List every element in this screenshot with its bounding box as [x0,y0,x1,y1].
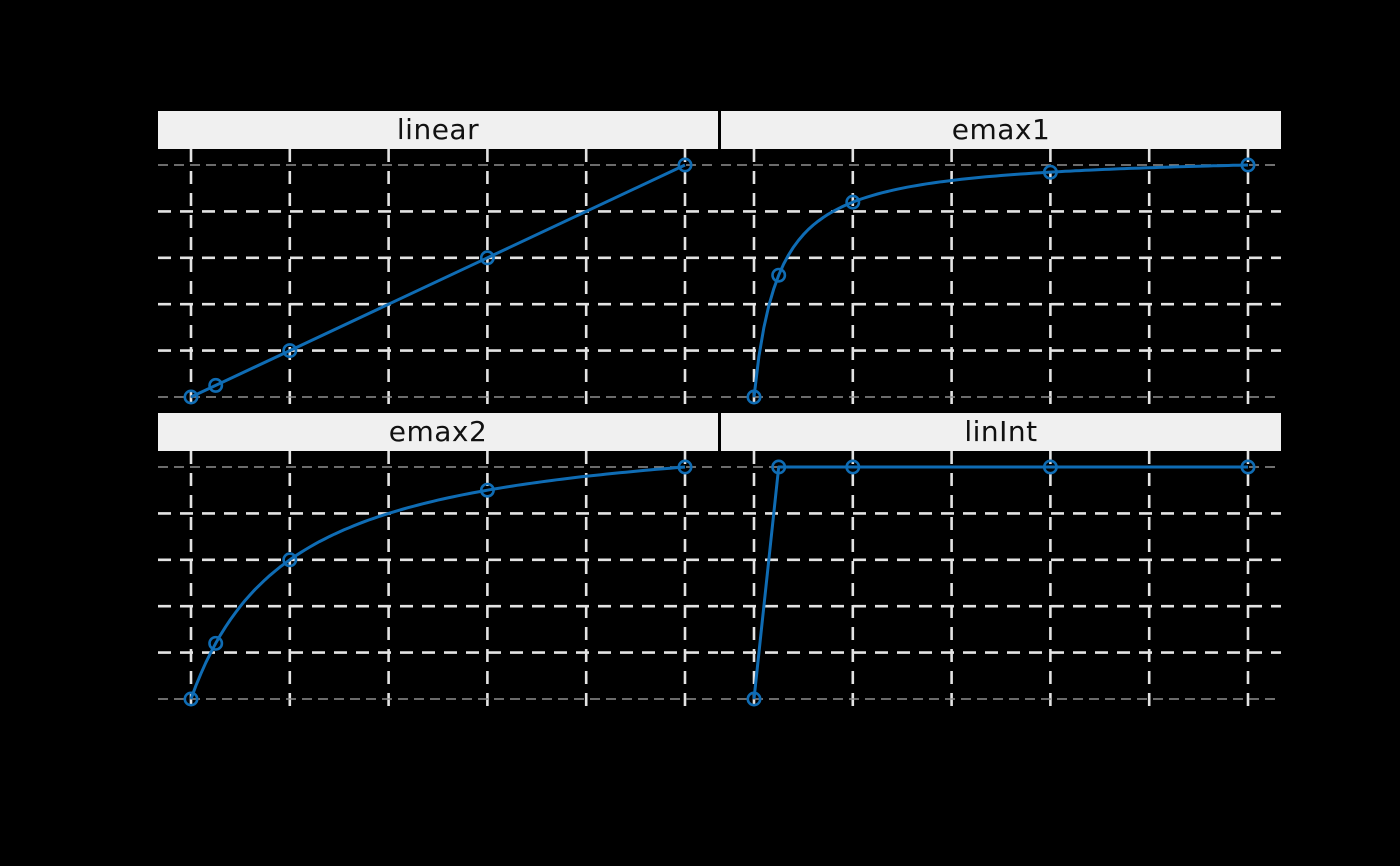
series-line [190,163,686,399]
panel-title-linInt: linInt [964,415,1038,448]
series-line [189,465,686,700]
panel-emax1: emax1 [721,111,1281,413]
data-point-marker [479,482,495,498]
panel-emax2: emax2 [158,413,718,715]
panel-plot-emax1 [721,149,1281,413]
panel-plot-linear [158,149,718,413]
data-point-marker [479,250,495,266]
data-point-marker [746,691,762,707]
panel-plot-emax2 [158,451,718,715]
data-point-marker [771,267,787,283]
panel-plot-linInt [721,451,1281,715]
data-point-marker [1240,459,1256,475]
data-point-marker [282,343,298,359]
data-point-marker [1240,157,1256,173]
data-point-marker [282,552,298,568]
data-point-marker [845,459,861,475]
panel-title-emax1: emax1 [951,113,1051,146]
panel-strip-emax2: emax2 [158,413,718,451]
data-point-marker [746,389,762,405]
data-point-marker [183,389,199,405]
data-point-marker [208,377,224,393]
data-point-marker [771,459,787,475]
panel-strip-linear: linear [158,111,718,149]
series-line [752,465,1248,700]
panel-strip-linInt: linInt [721,413,1281,451]
panel-strip-emax1: emax1 [721,111,1281,149]
data-point-marker [845,194,861,210]
data-point-marker [1042,459,1058,475]
data-point-marker [208,635,224,651]
data-point-marker [677,459,693,475]
data-point-marker [677,157,693,173]
data-point-marker [1042,164,1058,180]
data-point-marker [183,691,199,707]
series-line [752,163,1249,398]
panel-linInt: linInt [721,413,1281,715]
panel-title-emax2: emax2 [388,415,488,448]
panel-title-linear: linear [396,113,480,146]
panel-linear: linear [158,111,718,413]
